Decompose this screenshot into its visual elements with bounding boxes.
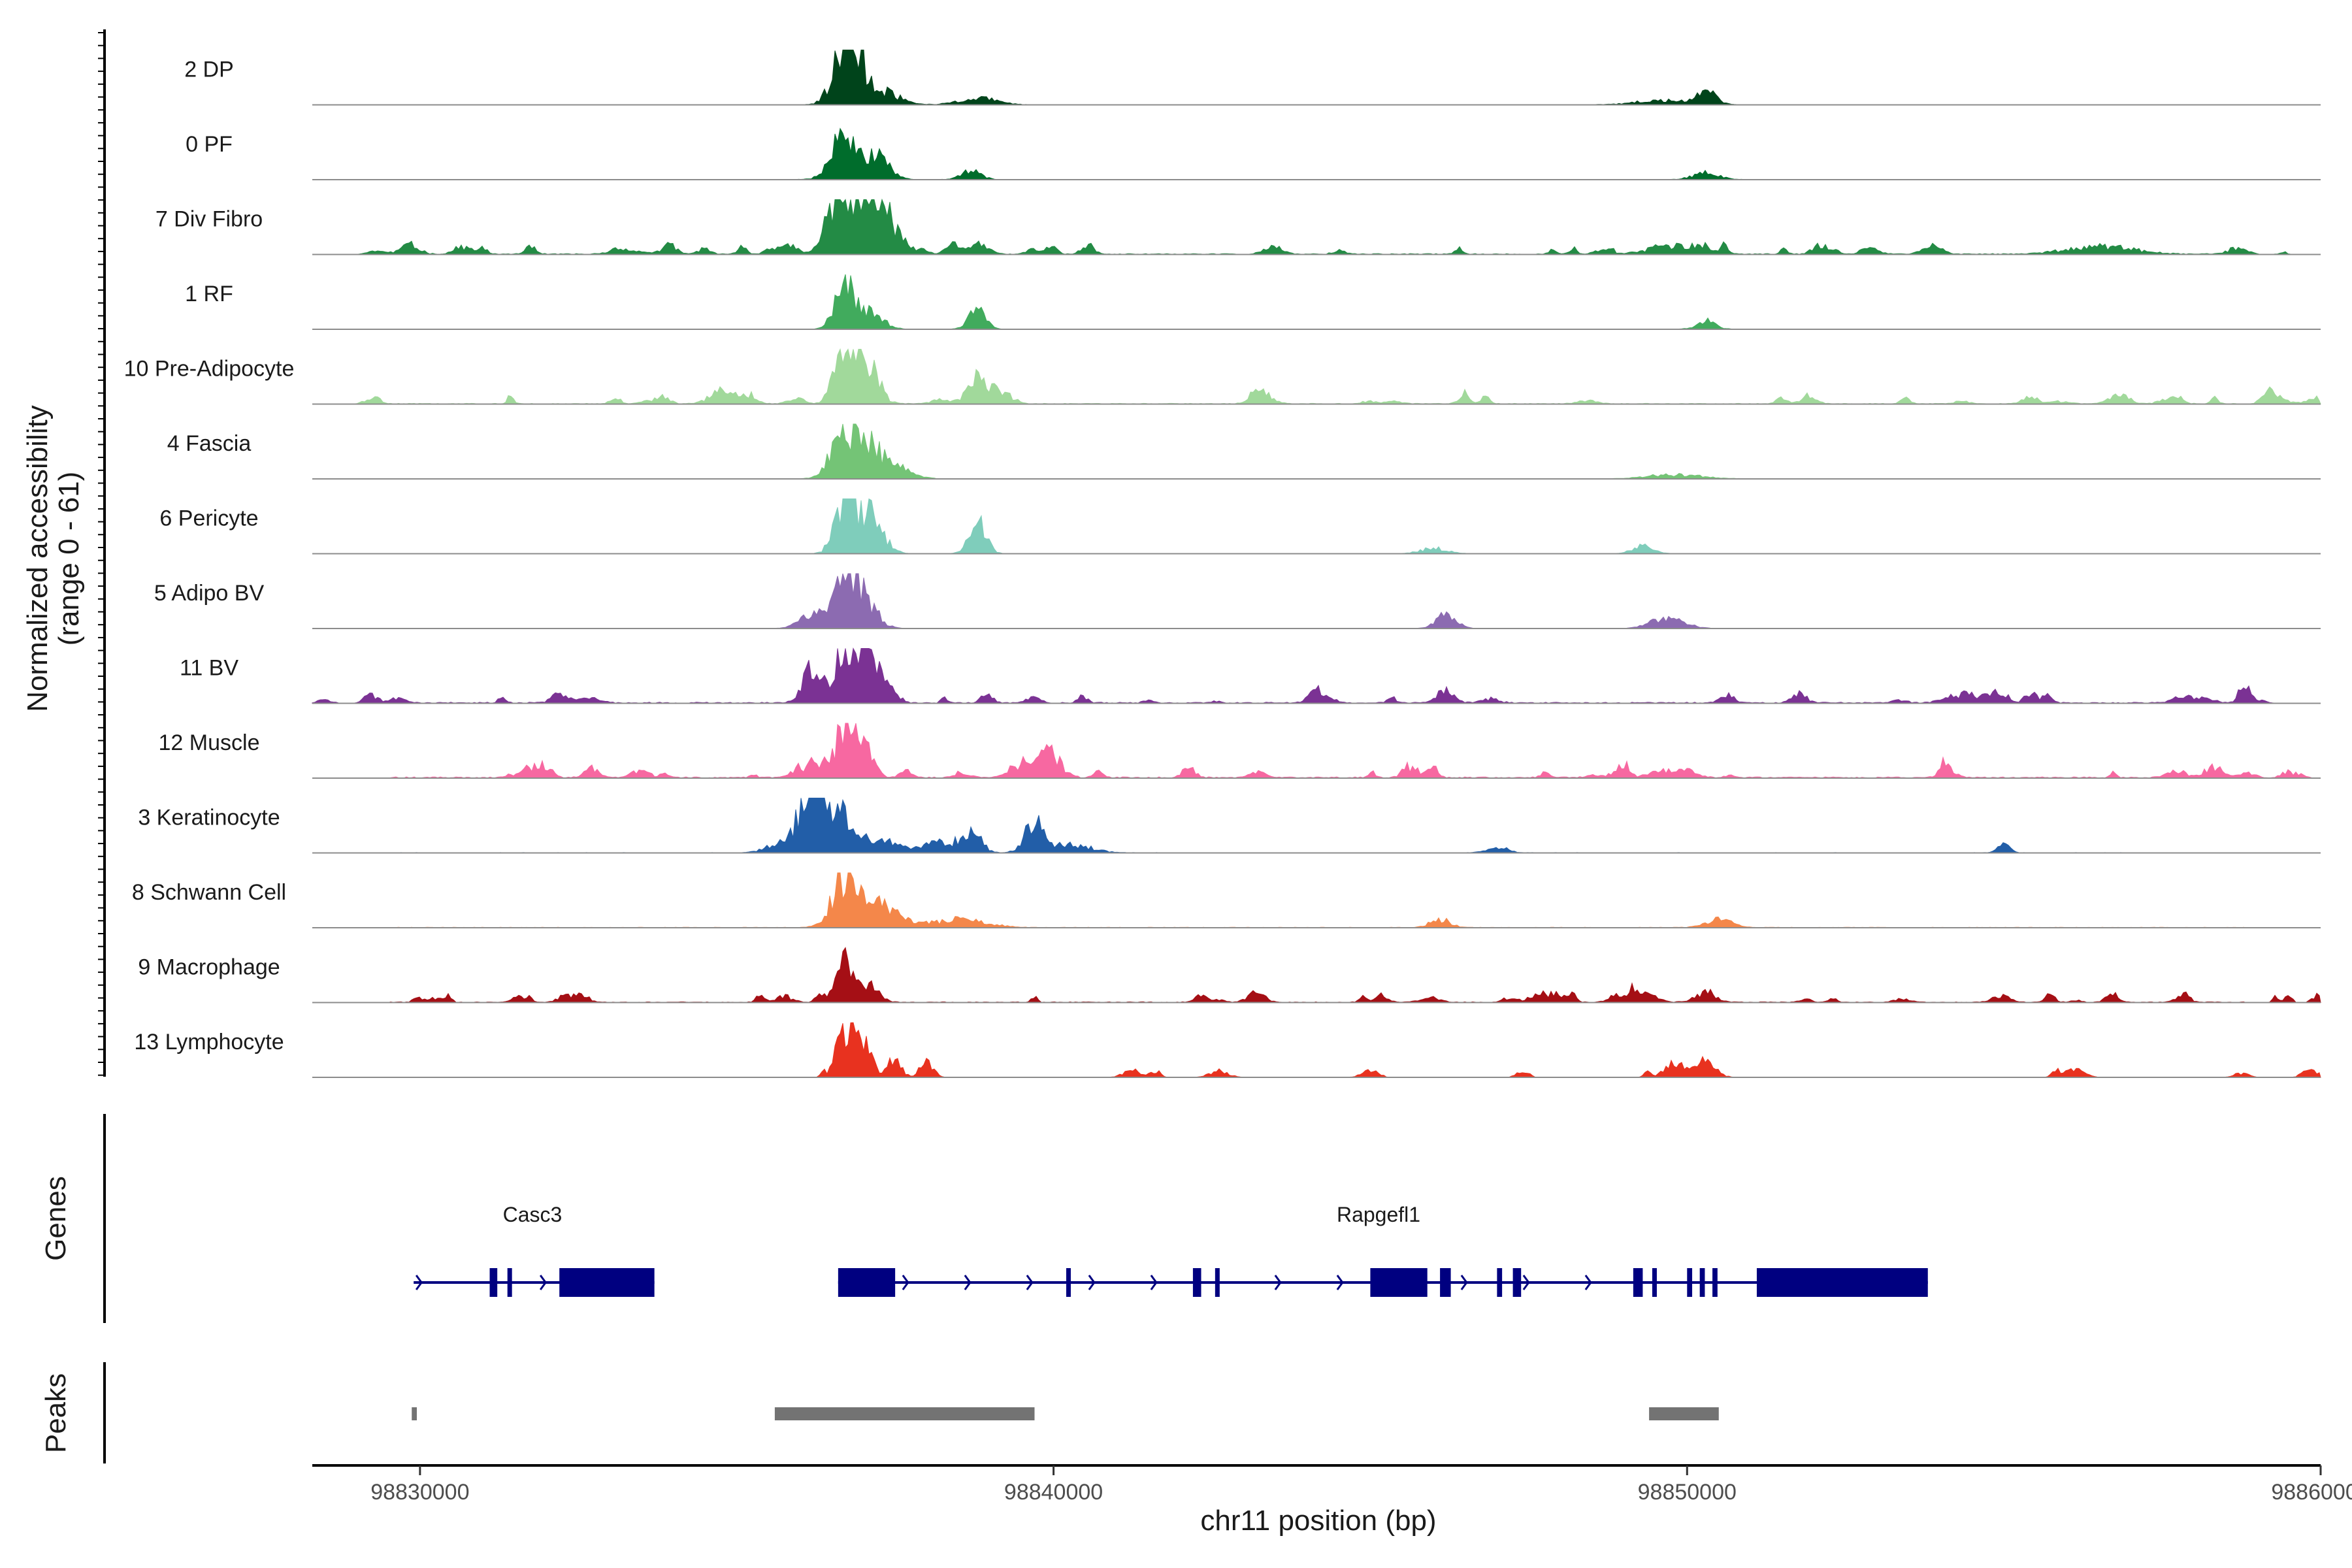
exon: [1370, 1268, 1428, 1297]
track-label: 10 Pre-Adipocyte: [124, 357, 295, 382]
track-label: 6 Pericyte: [159, 506, 258, 531]
track-label: 8 Schwann Cell: [132, 880, 286, 905]
x-tick-label: 98840000: [1004, 1480, 1103, 1505]
track-label: 1 RF: [185, 282, 233, 306]
y-axis-range-label: (range 0 - 61): [53, 472, 85, 646]
x-tick-label: 98850000: [1638, 1480, 1737, 1505]
coverage-area: [312, 423, 2321, 480]
coverage-area: [312, 50, 2321, 106]
track-0-pf: 0 PF: [186, 127, 2321, 180]
exon: [507, 1268, 512, 1297]
track-9-macrophage: 9 Macrophage: [138, 947, 2321, 1004]
peaks-panel-title: Peaks: [40, 1373, 72, 1453]
gene-casc3: Casc3: [414, 1203, 655, 1297]
coverage-area: [312, 274, 2321, 330]
track-8-schwann-cell: 8 Schwann Cell: [132, 872, 2321, 928]
exon: [1756, 1268, 1928, 1297]
strand-arrow: [1584, 1275, 1592, 1290]
peaks-panel: [412, 1407, 1719, 1420]
coverage-area: [312, 872, 2321, 928]
coverage-tracks: 2 DP 0 PF 7 Div Fibro 1 RF 10 Pre-Adipocyte 4…: [124, 50, 2321, 1078]
strand-arrow: [964, 1275, 972, 1290]
y-axis-title: Normalized accessibility: [22, 405, 54, 711]
gene-name: Casc3: [503, 1203, 563, 1226]
track-label: 9 Macrophage: [138, 955, 280, 980]
gene-rapgefl1: Rapgefl1: [838, 1203, 1928, 1297]
exon: [1497, 1268, 1503, 1297]
track-label: 0 PF: [186, 132, 233, 157]
track-10-pre-adipocyte: 10 Pre-Adipocyte: [124, 348, 2321, 405]
peak-region: [1649, 1407, 1719, 1420]
coverage-area: [312, 947, 2321, 1004]
track-label: 13 Lymphocyte: [134, 1030, 284, 1054]
track-13-lymphocyte: 13 Lymphocyte: [134, 1022, 2321, 1078]
coverage-area: [312, 348, 2321, 405]
track-3-keratinocyte: 3 Keratinocyte: [138, 798, 2321, 854]
exon: [1652, 1268, 1657, 1297]
strand-arrow: [415, 1275, 423, 1290]
strand-arrow: [1336, 1275, 1344, 1290]
y-axis: [98, 29, 106, 1077]
exon: [1215, 1268, 1220, 1297]
coverage-area: [312, 498, 2321, 555]
track-label: 12 Muscle: [159, 730, 260, 755]
track-label: 11 BV: [180, 656, 238, 681]
gene-name: Rapgefl1: [1337, 1203, 1420, 1226]
peak-region: [774, 1407, 1035, 1420]
track-7-div-fibro: 7 Div Fibro: [155, 198, 2321, 255]
track-label: 4 Fascia: [167, 431, 252, 456]
coverage-area: [312, 127, 2321, 180]
track-1-rf: 1 RF: [185, 274, 2321, 330]
exon: [1440, 1268, 1451, 1297]
exon: [1066, 1268, 1071, 1297]
coverage-area: [312, 573, 2321, 629]
strand-arrow: [539, 1275, 547, 1290]
exon: [838, 1268, 896, 1297]
exon: [1687, 1268, 1693, 1297]
strand-arrow: [1026, 1275, 1034, 1290]
coverage-area: [312, 198, 2321, 255]
exon: [1712, 1268, 1718, 1297]
coverage-area: [312, 1022, 2321, 1078]
track-12-muscle: 12 Muscle: [159, 723, 2321, 779]
coverage-area: [312, 647, 2321, 704]
track-6-pericyte: 6 Pericyte: [159, 498, 2321, 555]
strand-arrow: [1460, 1275, 1468, 1290]
exon: [559, 1268, 655, 1297]
genes-panel: Casc3 Rapgefl1: [414, 1203, 1928, 1297]
exon: [1633, 1268, 1643, 1297]
track-label: 7 Div Fibro: [155, 207, 263, 232]
coverage-area: [312, 798, 2321, 854]
track-label: 2 DP: [184, 57, 234, 82]
peak-region: [412, 1407, 417, 1420]
x-axis-title: chr11 position (bp): [1200, 1505, 1436, 1537]
strand-arrow: [1088, 1275, 1096, 1290]
x-axis-ticks: 98830000 98840000 98850000 98860000: [370, 1465, 2352, 1505]
strand-arrow: [1274, 1275, 1282, 1290]
x-tick-label: 98830000: [370, 1480, 469, 1505]
track-5-adipo-bv: 5 Adipo BV: [154, 573, 2321, 629]
exon: [1699, 1268, 1705, 1297]
exon: [1512, 1268, 1522, 1297]
exon: [489, 1268, 498, 1297]
track-label: 5 Adipo BV: [154, 581, 265, 606]
exon: [1192, 1268, 1201, 1297]
genes-panel-title: Genes: [40, 1176, 72, 1261]
track-label: 3 Keratinocyte: [138, 806, 280, 830]
strand-arrow: [1522, 1275, 1530, 1290]
strand-arrow: [902, 1275, 909, 1290]
strand-arrow: [1150, 1275, 1158, 1290]
x-tick-label: 98860000: [2271, 1480, 2352, 1505]
track-4-fascia: 4 Fascia: [167, 423, 2321, 480]
coverage-area: [312, 723, 2321, 779]
track-2-dp: 2 DP: [184, 50, 2321, 106]
track-11-bv: 11 BV: [180, 647, 2321, 704]
